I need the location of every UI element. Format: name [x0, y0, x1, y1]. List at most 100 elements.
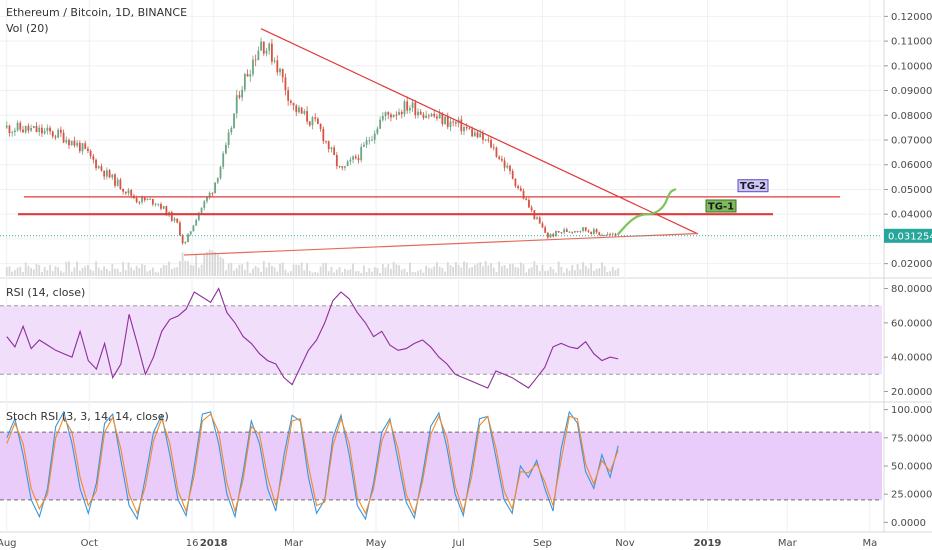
rsi-tick-label: 80.0000 — [891, 284, 932, 295]
volume-bar — [563, 272, 566, 276]
volume-bar — [38, 265, 41, 276]
candle-body — [522, 190, 525, 199]
volume-bar — [65, 261, 68, 276]
candle-body — [601, 234, 603, 236]
candle-body — [160, 204, 162, 209]
volume-bar — [576, 264, 579, 276]
candle-body — [262, 41, 265, 54]
volume-bar — [73, 267, 76, 276]
candle-body — [116, 179, 119, 186]
volume-bar — [306, 263, 308, 276]
volume-bar — [32, 269, 35, 276]
x-tick-label: May — [366, 538, 387, 549]
drawing-tools[interactable]: TG-2 TG-1 — [0, 28, 882, 256]
volume-bar — [246, 261, 249, 276]
volume-bar — [446, 262, 449, 276]
tg1-label-box — [705, 199, 737, 213]
candle-body — [503, 160, 506, 168]
candle-body — [143, 197, 146, 201]
stoch-rsi-panel[interactable] — [0, 410, 882, 521]
volume-bar — [517, 267, 520, 276]
volume-bar — [476, 263, 479, 276]
rsi-panel[interactable] — [0, 287, 882, 389]
volume-bar — [362, 265, 365, 276]
projection-path[interactable] — [617, 188, 677, 236]
volume-bar — [433, 266, 436, 276]
volume-bar — [24, 262, 27, 276]
candle-body — [35, 126, 38, 132]
candle-body — [514, 178, 517, 186]
candle-body — [316, 118, 319, 124]
price-axis[interactable]: 0.0200000.0300000.0400000.0500000.060000… — [884, 12, 932, 529]
volume-bar — [176, 267, 179, 276]
volume-bar — [87, 264, 89, 276]
volume-bar — [284, 269, 287, 276]
descending-trendline[interactable] — [260, 28, 699, 235]
ascending-support-line[interactable] — [183, 232, 699, 256]
volume-bar — [468, 268, 471, 276]
volume-bar — [119, 272, 122, 276]
volume-bar — [54, 266, 57, 276]
volume-bar — [281, 262, 284, 276]
volume-bar — [103, 266, 106, 276]
candle-body — [487, 139, 490, 141]
volume-bar — [51, 271, 54, 276]
candle-body — [517, 185, 520, 189]
volume-bar — [78, 270, 81, 276]
volume-bar — [206, 252, 208, 276]
candle-body — [344, 166, 346, 168]
rsi-line[interactable] — [6, 287, 619, 389]
candle-body — [460, 119, 463, 132]
volume-bar — [289, 271, 292, 276]
candle-body — [509, 165, 511, 171]
volume-bar — [381, 263, 384, 276]
candle-body — [281, 68, 284, 78]
volume-bar — [457, 264, 460, 276]
volume-bar — [308, 270, 311, 276]
time-axis[interactable]: Aug Oct 16 2018 Mar May Jul Sep Nov 2019 Mar Ma — [0, 538, 877, 549]
volume-bar — [187, 261, 189, 276]
candle-body — [265, 50, 268, 54]
candle-body — [482, 133, 484, 140]
candle-body — [141, 197, 143, 203]
stoch-rsi-title: Stoch RSI (3, 3, 14, 14, close) — [6, 410, 169, 423]
candle-body — [122, 188, 125, 192]
volume-bar — [43, 267, 46, 276]
volume-bar — [146, 271, 149, 276]
volume-bar — [260, 271, 262, 276]
candle-body — [103, 170, 106, 177]
candle-body — [390, 114, 392, 118]
volume-bar — [325, 262, 327, 276]
volume-bar — [181, 252, 184, 276]
volume-bar — [528, 268, 530, 276]
volume-bar — [162, 264, 165, 276]
volume-bar — [371, 271, 373, 276]
tg2-label[interactable]: TG-2 — [737, 179, 769, 193]
candle-body — [322, 128, 325, 142]
rsi-tick-label: 40.0000 — [891, 353, 932, 364]
candle-body — [584, 227, 587, 231]
volume-bar — [430, 268, 433, 276]
candle-body — [197, 212, 200, 221]
candle-body — [417, 111, 419, 116]
candle-body — [187, 234, 189, 242]
candle-body — [498, 156, 501, 159]
candle-body — [341, 166, 344, 168]
candle-body — [81, 143, 84, 152]
volume-bar — [463, 261, 465, 276]
candle-body — [222, 153, 225, 167]
candle-body — [330, 147, 333, 150]
x-tick-label: Aug — [0, 538, 17, 549]
x-tick-label: 16 — [186, 538, 199, 549]
volume-bar — [214, 252, 216, 276]
volume-bar — [449, 265, 452, 276]
volume-bar — [154, 271, 157, 276]
tg1-label[interactable]: TG-1 — [705, 199, 737, 213]
volume-bar — [5, 267, 8, 276]
candle-body — [403, 101, 406, 115]
volume-bar — [197, 267, 200, 276]
stoch-d-line[interactable] — [6, 413, 619, 515]
x-tick-label: Oct — [81, 538, 98, 549]
